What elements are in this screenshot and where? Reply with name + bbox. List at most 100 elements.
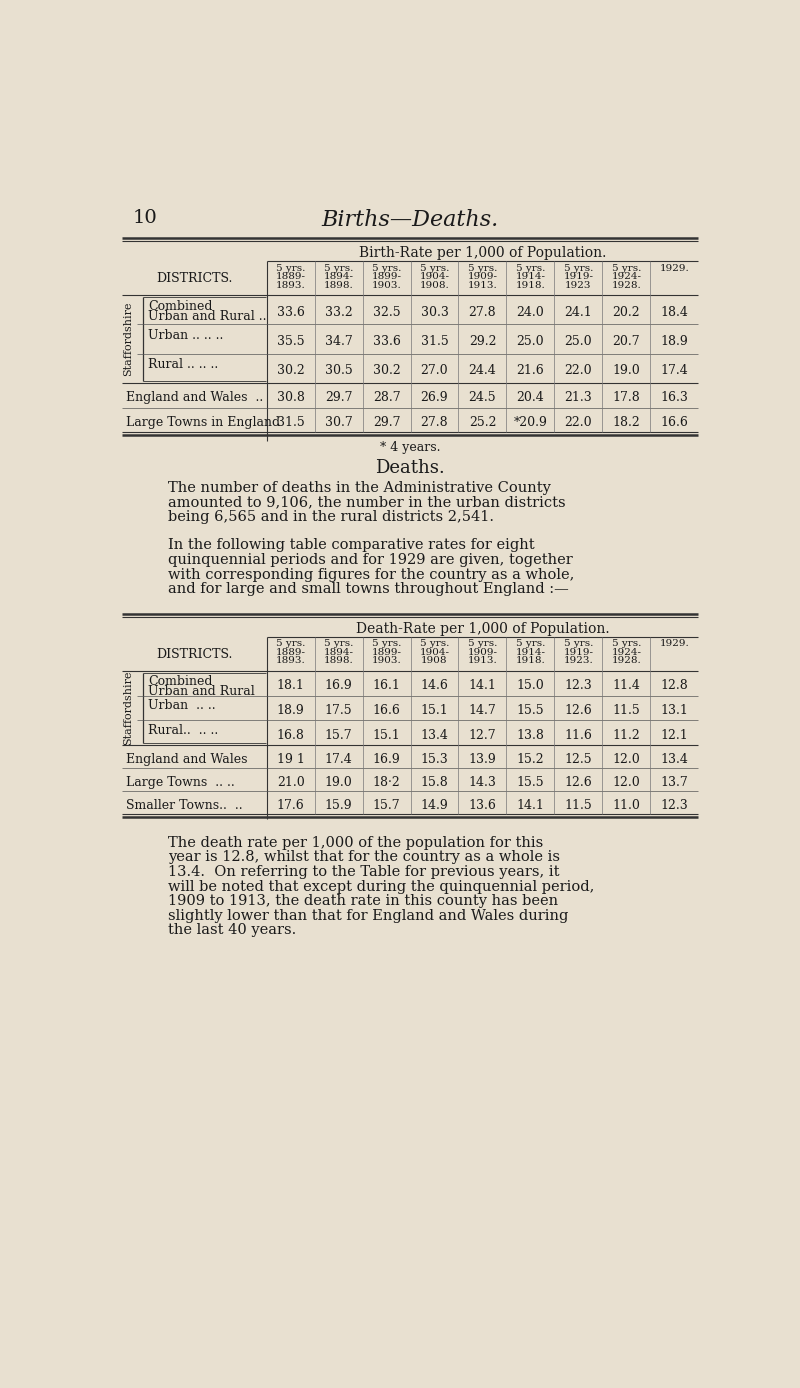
- Text: with corresponding figures for the country as a whole,: with corresponding figures for the count…: [168, 568, 574, 582]
- Text: 18.9: 18.9: [277, 704, 305, 718]
- Text: 5 yrs.: 5 yrs.: [564, 640, 593, 648]
- Text: Urban and Rural: Urban and Rural: [148, 684, 254, 698]
- Text: 25.0: 25.0: [565, 335, 592, 348]
- Text: 12.6: 12.6: [565, 704, 592, 718]
- Text: Staffordshire: Staffordshire: [123, 301, 133, 376]
- Text: 29.7: 29.7: [325, 391, 352, 404]
- Text: 5 yrs.: 5 yrs.: [468, 640, 497, 648]
- Text: 31.5: 31.5: [421, 335, 448, 348]
- Text: 1899-: 1899-: [371, 272, 402, 280]
- Text: 5 yrs.: 5 yrs.: [564, 264, 593, 272]
- Text: 20.2: 20.2: [613, 305, 640, 319]
- Text: 30.8: 30.8: [277, 391, 305, 404]
- Text: 15.5: 15.5: [517, 704, 544, 718]
- Text: and for large and small towns throughout England :—: and for large and small towns throughout…: [168, 583, 569, 597]
- Text: England and Wales: England and Wales: [126, 752, 247, 766]
- Text: 17.4: 17.4: [661, 365, 688, 378]
- Text: 1898.: 1898.: [324, 280, 354, 290]
- Text: 18.2: 18.2: [613, 416, 640, 429]
- Text: the last 40 years.: the last 40 years.: [168, 923, 297, 937]
- Text: slightly lower than that for England and Wales during: slightly lower than that for England and…: [168, 909, 569, 923]
- Text: 15.8: 15.8: [421, 776, 448, 788]
- Text: 5 yrs.: 5 yrs.: [420, 640, 449, 648]
- Text: 1924-: 1924-: [611, 648, 642, 657]
- Text: Birth-Rate per 1,000 of Population.: Birth-Rate per 1,000 of Population.: [358, 246, 606, 260]
- Text: 29.7: 29.7: [373, 416, 400, 429]
- Text: 5 yrs.: 5 yrs.: [612, 640, 641, 648]
- Text: 1914-: 1914-: [515, 648, 546, 657]
- Text: DISTRICTS.: DISTRICTS.: [156, 648, 232, 661]
- Text: DISTRICTS.: DISTRICTS.: [156, 272, 232, 285]
- Text: 1918.: 1918.: [515, 657, 546, 665]
- Text: 5 yrs.: 5 yrs.: [276, 264, 306, 272]
- Text: amounted to 9,106, the number in the urban districts: amounted to 9,106, the number in the urb…: [168, 496, 566, 509]
- Text: 12.8: 12.8: [661, 679, 688, 693]
- Text: 32.5: 32.5: [373, 305, 400, 319]
- Text: 15.7: 15.7: [373, 798, 400, 812]
- Text: 14.1: 14.1: [517, 798, 544, 812]
- Text: England and Wales  ..: England and Wales ..: [126, 391, 263, 404]
- Text: 11.0: 11.0: [613, 798, 640, 812]
- Text: 16.9: 16.9: [325, 679, 353, 693]
- Text: 30.3: 30.3: [421, 305, 449, 319]
- Text: 12.3: 12.3: [661, 798, 688, 812]
- Text: 11.5: 11.5: [565, 798, 592, 812]
- Text: 12.3: 12.3: [565, 679, 592, 693]
- Text: The number of deaths in the Administrative County: The number of deaths in the Administrati…: [168, 480, 551, 494]
- Text: 24.0: 24.0: [517, 305, 544, 319]
- Text: 1894-: 1894-: [323, 648, 354, 657]
- Text: 14.7: 14.7: [469, 704, 496, 718]
- Text: Urban .. .. ..: Urban .. .. ..: [148, 329, 223, 341]
- Text: 24.4: 24.4: [469, 365, 496, 378]
- Text: 13.9: 13.9: [469, 752, 496, 766]
- Text: 24.1: 24.1: [565, 305, 592, 319]
- Text: 19.0: 19.0: [325, 776, 353, 788]
- Text: 18.9: 18.9: [661, 335, 688, 348]
- Text: In the following table comparative rates for eight: In the following table comparative rates…: [168, 539, 535, 552]
- Text: 13.6: 13.6: [469, 798, 496, 812]
- Text: 1919-: 1919-: [563, 272, 594, 280]
- Text: 11.4: 11.4: [613, 679, 640, 693]
- Text: 1928.: 1928.: [611, 280, 642, 290]
- Text: 24.5: 24.5: [469, 391, 496, 404]
- Text: Urban  .. ..: Urban .. ..: [148, 700, 216, 712]
- Text: 10: 10: [133, 210, 158, 226]
- Text: 21.0: 21.0: [277, 776, 305, 788]
- Text: 15.1: 15.1: [421, 704, 448, 718]
- Text: 15.5: 15.5: [517, 776, 544, 788]
- Text: 1904-: 1904-: [419, 648, 450, 657]
- Text: 1903.: 1903.: [372, 280, 402, 290]
- Text: 11.5: 11.5: [613, 704, 640, 718]
- Text: 17.8: 17.8: [613, 391, 640, 404]
- Text: 14.3: 14.3: [469, 776, 496, 788]
- Text: 12.5: 12.5: [565, 752, 592, 766]
- Text: 33.6: 33.6: [373, 335, 401, 348]
- Text: 34.7: 34.7: [325, 335, 353, 348]
- Text: 5 yrs.: 5 yrs.: [324, 264, 354, 272]
- Text: 35.5: 35.5: [277, 335, 305, 348]
- Text: 5 yrs.: 5 yrs.: [276, 640, 306, 648]
- Text: 1898.: 1898.: [324, 657, 354, 665]
- Text: 33.6: 33.6: [277, 305, 305, 319]
- Text: 14.9: 14.9: [421, 798, 448, 812]
- Text: Smaller Towns..  ..: Smaller Towns.. ..: [126, 798, 242, 812]
- Text: Staffordshire: Staffordshire: [123, 670, 133, 745]
- Text: 15.2: 15.2: [517, 752, 544, 766]
- Text: 1909-: 1909-: [467, 648, 498, 657]
- Text: 12.6: 12.6: [565, 776, 592, 788]
- Text: 5 yrs.: 5 yrs.: [324, 640, 354, 648]
- Text: 20.4: 20.4: [517, 391, 544, 404]
- Text: 1908: 1908: [422, 657, 448, 665]
- Text: Deaths.: Deaths.: [375, 459, 445, 477]
- Text: 30.5: 30.5: [325, 365, 353, 378]
- Text: 15.1: 15.1: [373, 729, 401, 741]
- Text: 15.0: 15.0: [517, 679, 544, 693]
- Text: 1899-: 1899-: [371, 648, 402, 657]
- Text: 25.0: 25.0: [517, 335, 544, 348]
- Text: 5 yrs.: 5 yrs.: [612, 264, 641, 272]
- Text: 1913.: 1913.: [467, 657, 498, 665]
- Text: 1903.: 1903.: [372, 657, 402, 665]
- Text: 16.3: 16.3: [660, 391, 688, 404]
- Text: 1928.: 1928.: [611, 657, 642, 665]
- Text: 1919-: 1919-: [563, 648, 594, 657]
